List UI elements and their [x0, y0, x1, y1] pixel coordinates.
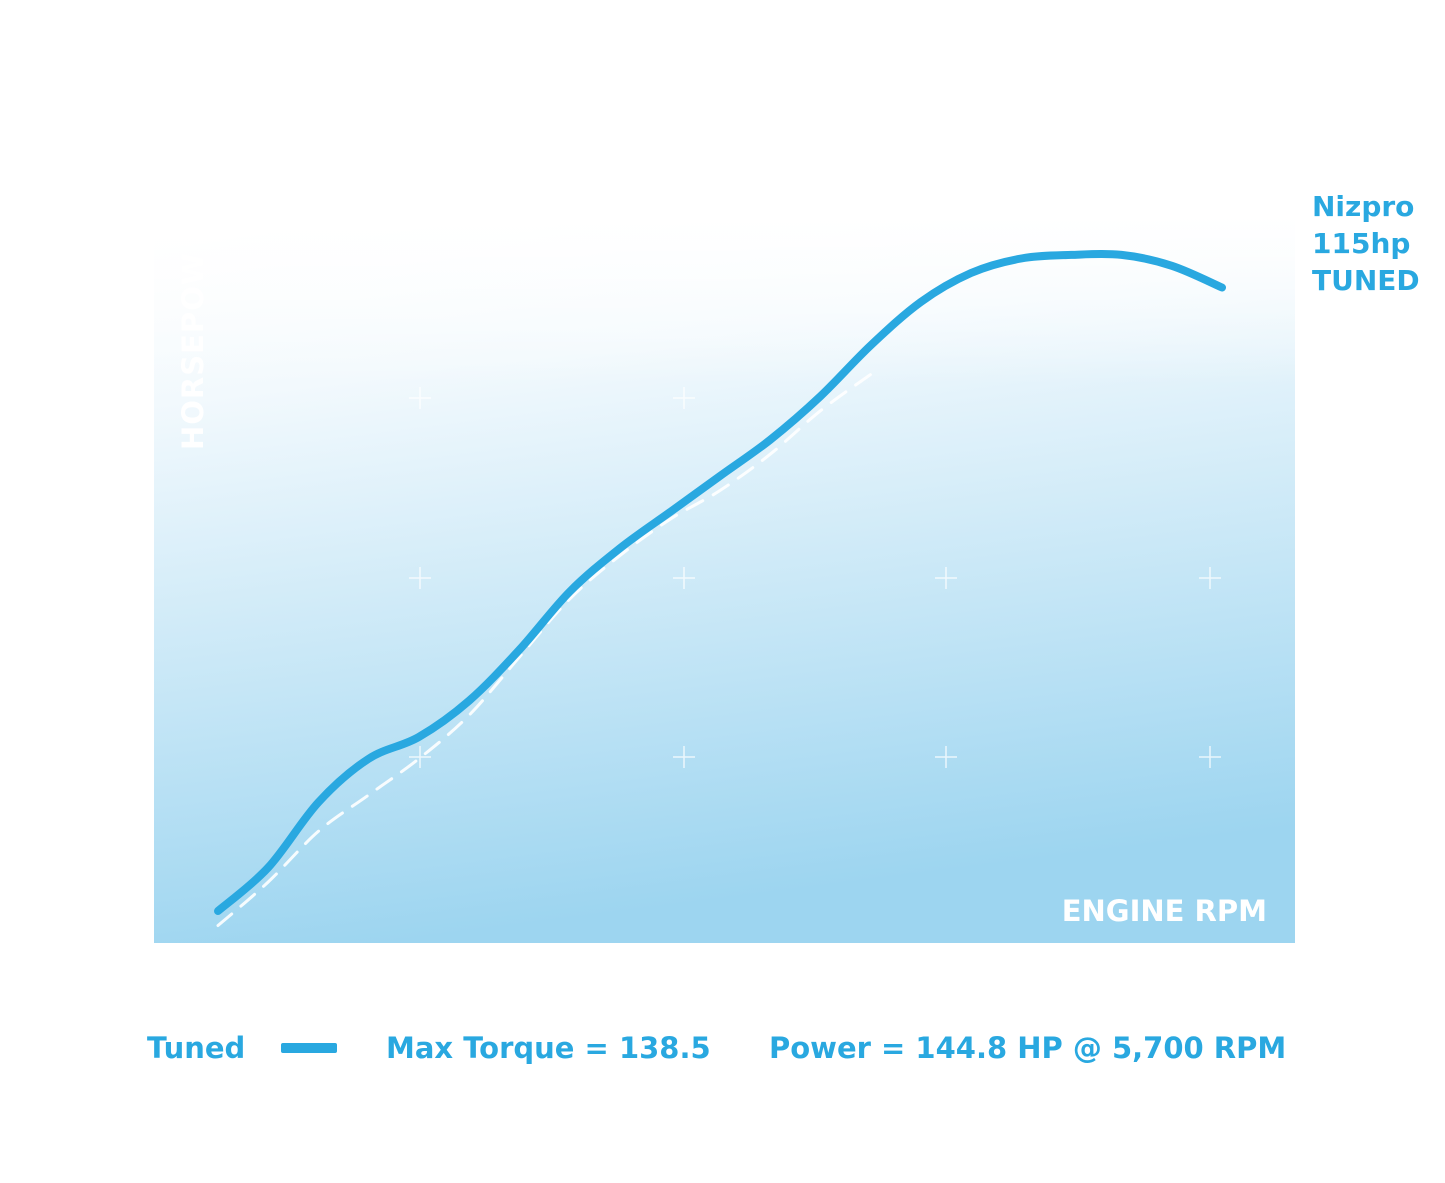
legend-swatch	[281, 1043, 337, 1053]
legend-power: Power = 144.8 HP @ 5,700 RPM	[769, 1031, 1287, 1065]
grid-cross	[409, 746, 431, 768]
grid-cross	[409, 567, 431, 589]
grid-cross	[935, 567, 957, 589]
plot-top-fade	[154, 215, 1295, 385]
grid-cross	[1199, 567, 1221, 589]
grid-cross	[673, 387, 695, 409]
y-axis-label: HORSEPOW	[176, 252, 210, 450]
annotation-line-status: TUNED	[1312, 264, 1420, 297]
x-axis-label: ENGINE RPM	[1062, 894, 1267, 928]
legend-max-torque: Max Torque = 138.5	[386, 1031, 711, 1065]
grid-cross	[1199, 746, 1221, 768]
engine-annotation: Nizpro 115hp TUNED	[1312, 188, 1420, 299]
series-line-tuned	[214, 249, 1226, 915]
legend-series-label: Tuned	[147, 1031, 246, 1065]
grid-cross	[409, 387, 431, 409]
series-layer	[214, 249, 1226, 927]
annotation-line-power: 115hp	[1312, 227, 1411, 260]
grid-cross	[935, 746, 957, 768]
grid-cross	[673, 746, 695, 768]
grid-markers	[409, 387, 1221, 768]
annotation-line-brand: Nizpro	[1312, 190, 1415, 223]
grid-cross	[673, 567, 695, 589]
series-line-baseline	[216, 373, 873, 927]
